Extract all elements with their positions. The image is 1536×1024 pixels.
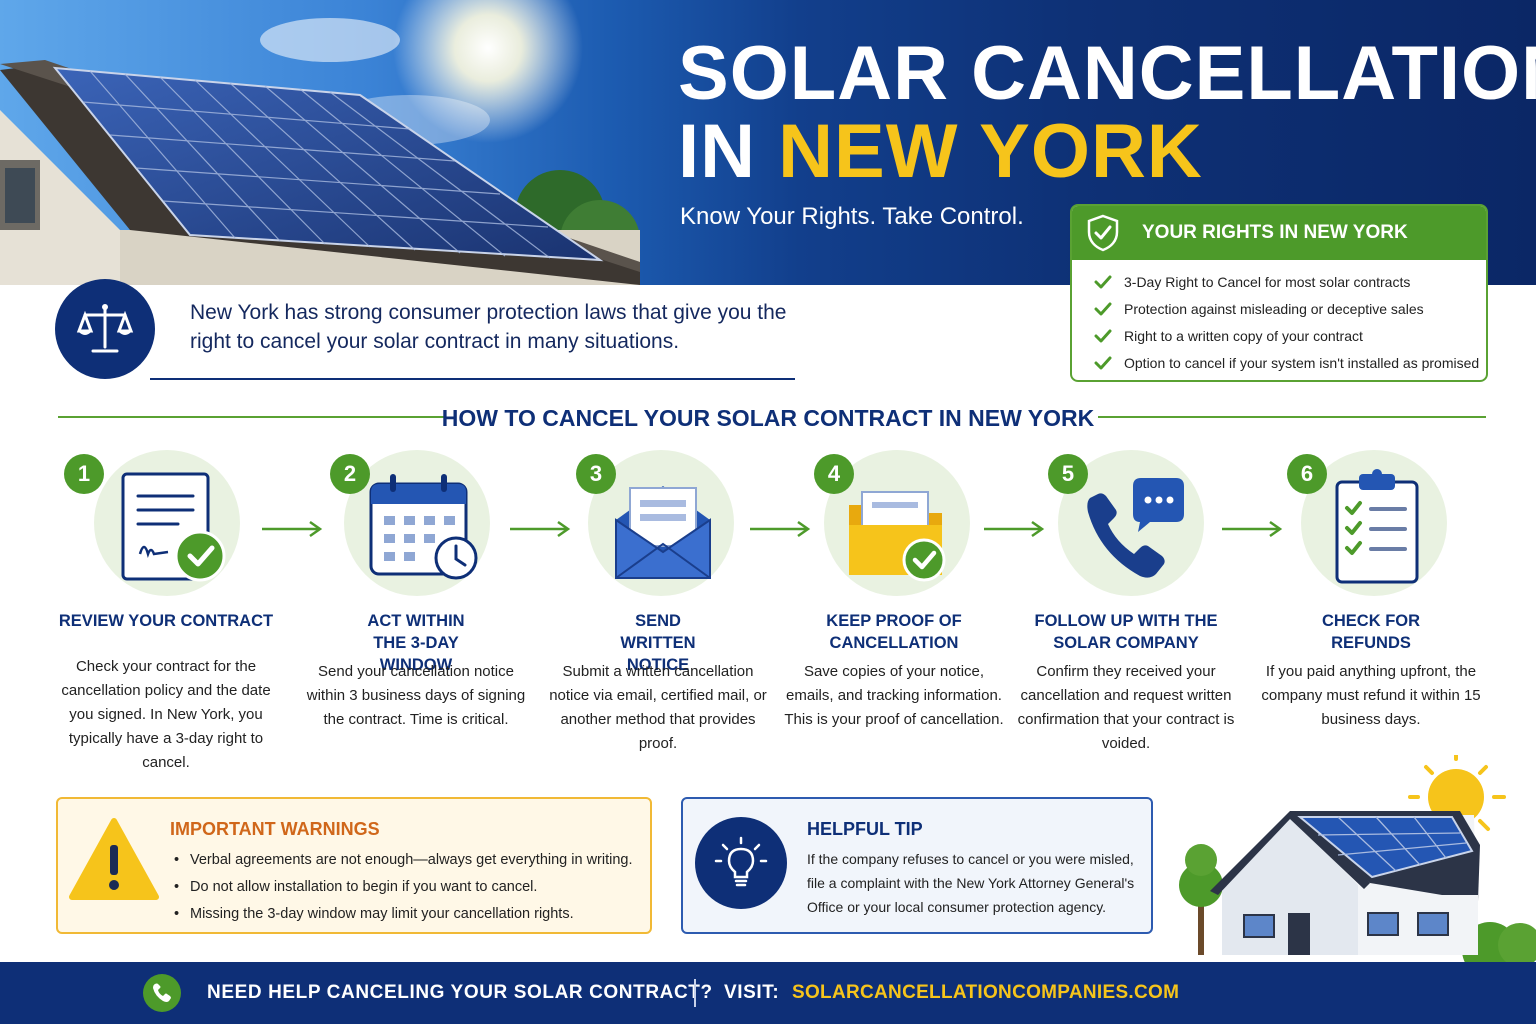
- rights-item-text: Option to cancel if your system isn't in…: [1124, 354, 1480, 371]
- check-icon: [1094, 302, 1112, 315]
- warning-item: Do not allow installation to begin if yo…: [170, 874, 633, 901]
- title-new-york: NEW YORK: [778, 109, 1203, 194]
- steps-title: HOW TO CANCEL YOUR SOLAR CONTRACT IN NEW…: [441, 405, 1095, 431]
- step-number: 6: [1287, 454, 1327, 494]
- hero-banner: SOLAR CANCELLATION IN NEW YORK Know Your…: [0, 0, 1536, 285]
- main-title-line2: IN NEW YORK: [678, 114, 1203, 190]
- envelope-icon: [615, 486, 711, 579]
- scales-of-justice-icon: [55, 279, 155, 379]
- step-number: 1: [64, 454, 104, 494]
- check-icon: [1094, 356, 1112, 369]
- step-title: FOLLOW UP WITH THE SOLAR COMPANY: [1034, 612, 1218, 652]
- warning-item: Missing the 3-day window may limit your …: [170, 901, 633, 928]
- contract-check-icon: [121, 472, 226, 582]
- title-in: IN: [678, 109, 756, 194]
- calendar-clock-icon: [369, 474, 478, 580]
- step-desc: Send your cancellation notice within 3 b…: [306, 663, 526, 728]
- tagline: Know Your Rights. Take Control.: [680, 203, 1024, 230]
- footer-visit-label: VISIT:: [724, 982, 780, 1003]
- footer-separator: [694, 979, 696, 1007]
- steps-divider-right: [1098, 416, 1486, 418]
- rights-item: Option to cancel if your system isn't in…: [1094, 349, 1486, 376]
- footer-website-link[interactable]: SOLARCANCELLATIONCOMPANIES.COM: [792, 982, 1180, 1003]
- step-desc: Check your contract for the cancellation…: [61, 658, 271, 771]
- rights-item: Protection against misleading or decepti…: [1094, 295, 1486, 322]
- step-desc: Save copies of your notice, emails, and …: [784, 663, 1004, 728]
- rights-item-text: Protection against misleading or decepti…: [1124, 300, 1424, 317]
- rights-list: 3-Day Right to Cancel for most solar con…: [1072, 260, 1486, 376]
- folder-check-icon: [849, 491, 946, 582]
- phone-chat-icon: [1087, 478, 1184, 578]
- arrow-right-icon: [262, 520, 323, 538]
- warnings-title: IMPORTANT WARNINGS: [170, 819, 380, 839]
- tip-text: If the company refuses to cancel or you …: [807, 851, 1135, 915]
- helpful-tip-box: HELPFUL TIP If the company refuses to ca…: [681, 797, 1153, 934]
- warning-item: Verbal agreements are not enough—always …: [170, 847, 633, 874]
- step-desc: Submit a written cancellation notice via…: [549, 663, 767, 752]
- clipboard-checklist-icon: [1335, 469, 1419, 584]
- warning-triangle-icon: [69, 818, 159, 900]
- rights-box: YOUR RIGHTS IN NEW YORK 3-Day Right to C…: [1070, 204, 1488, 382]
- rights-title: YOUR RIGHTS IN NEW YORK: [1142, 222, 1408, 243]
- shield-check-icon: [1087, 214, 1119, 252]
- lightbulb-icon: [695, 817, 787, 909]
- step-number: 4: [814, 454, 854, 494]
- footer-question: NEED HELP CANCELING YOUR SOLAR CONTRACT?: [207, 982, 713, 1003]
- warnings-box: IMPORTANT WARNINGS Verbal agreements are…: [56, 797, 652, 934]
- intro-text: New York has strong consumer protection …: [190, 301, 787, 353]
- rights-item: Right to a written copy of your contract: [1094, 322, 1486, 349]
- phone-icon[interactable]: [143, 974, 181, 1012]
- step-title: KEEP PROOF OF CANCELLATION: [826, 612, 962, 652]
- step-number: 2: [330, 454, 370, 494]
- arrow-right-icon: [750, 520, 811, 538]
- step-title: CHECK FOR REFUNDS: [1321, 612, 1421, 652]
- rights-item-text: Right to a written copy of your contract: [1124, 327, 1363, 344]
- arrow-right-icon: [1222, 520, 1283, 538]
- step-number: 3: [576, 454, 616, 494]
- step-title: SEND WRITTEN NOTICE: [620, 612, 696, 674]
- steps-divider-left: [58, 416, 446, 418]
- tip-title: HELPFUL TIP: [807, 819, 923, 839]
- step-number: 5: [1048, 454, 1088, 494]
- rights-item: 3-Day Right to Cancel for most solar con…: [1094, 268, 1486, 295]
- house-solar-illustration: [1179, 755, 1536, 962]
- step-desc: Confirm they received your cancellation …: [1017, 663, 1235, 752]
- rights-item-text: 3-Day Right to Cancel for most solar con…: [1124, 273, 1411, 290]
- arrow-right-icon: [510, 520, 571, 538]
- check-icon: [1094, 275, 1112, 288]
- step-title: ACT WITHIN THE 3-DAY WINDOW: [367, 612, 465, 674]
- step-title: REVIEW YOUR CONTRACT: [58, 612, 274, 630]
- check-icon: [1094, 329, 1112, 342]
- intro-divider: [150, 378, 795, 380]
- rights-header: YOUR RIGHTS IN NEW YORK: [1072, 206, 1486, 260]
- rooftop-solar-photo: [0, 0, 640, 285]
- arrow-right-icon: [984, 520, 1045, 538]
- main-title-line1: SOLAR CANCELLATION: [678, 31, 1536, 116]
- footer-bar: NEED HELP CANCELING YOUR SOLAR CONTRACT?…: [0, 962, 1536, 1024]
- step-desc: If you paid anything upfront, the compan…: [1261, 663, 1481, 728]
- warnings-list: Verbal agreements are not enough—always …: [170, 847, 633, 928]
